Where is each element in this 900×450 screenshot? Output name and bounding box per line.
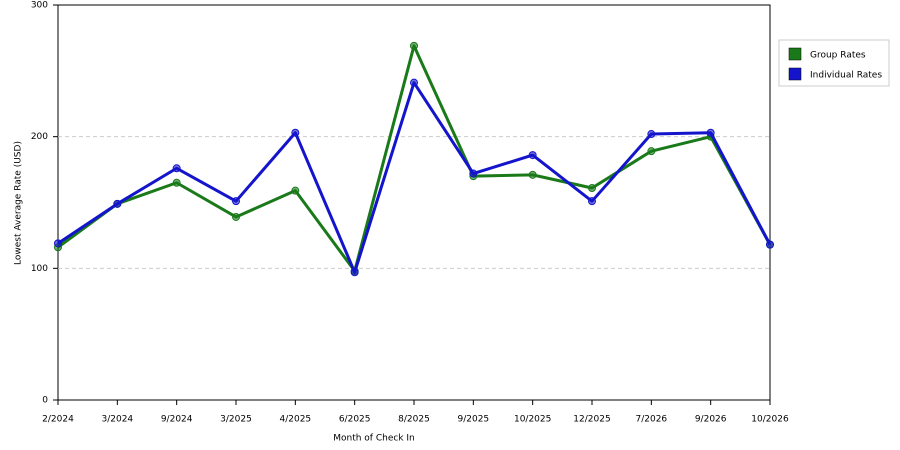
data-point xyxy=(172,178,181,187)
data-point xyxy=(410,78,418,87)
plot-area xyxy=(57,4,771,401)
legend-label: Individual Rates xyxy=(810,71,882,81)
y-tick-label: 100 xyxy=(31,264,48,274)
x-tick-label: 6/2025 xyxy=(339,415,371,425)
data-point xyxy=(647,130,656,139)
legend-swatch xyxy=(788,67,802,81)
x-tick-label: 10/2025 xyxy=(514,415,551,425)
x-tick-label: 2/2024 xyxy=(42,415,74,425)
data-point xyxy=(706,128,715,137)
data-point xyxy=(528,170,537,179)
y-tick-label: 300 xyxy=(31,1,48,11)
data-point xyxy=(647,147,656,156)
data-point xyxy=(232,197,240,206)
x-tick-label: 4/2025 xyxy=(279,415,311,425)
data-point xyxy=(291,128,300,137)
y-tick-label: 200 xyxy=(31,132,48,142)
data-point xyxy=(588,197,596,206)
data-point xyxy=(410,41,418,50)
x-tick-label: 9/2026 xyxy=(695,415,727,425)
x-tick-label: 7/2026 xyxy=(635,415,667,425)
data-point xyxy=(350,268,359,277)
x-tick-label: 8/2025 xyxy=(398,415,430,425)
data-point xyxy=(291,186,300,195)
y-tick-label: 0 xyxy=(42,396,48,406)
data-point xyxy=(469,169,478,178)
x-tick-label: 9/2025 xyxy=(457,415,489,425)
data-point xyxy=(113,199,122,208)
data-point xyxy=(766,240,774,249)
legend-swatch xyxy=(788,47,802,61)
legend-label: Group Rates xyxy=(810,51,866,61)
x-tick-label: 3/2025 xyxy=(220,415,252,425)
data-point xyxy=(528,151,537,160)
data-point xyxy=(232,212,240,221)
x-axis-label: Month of Check In xyxy=(333,434,415,444)
x-tick-label: 9/2024 xyxy=(161,415,193,425)
data-point xyxy=(172,164,181,173)
x-tick-label: 12/2025 xyxy=(573,415,610,425)
x-tick-label: 3/2024 xyxy=(101,415,133,425)
y-axis-label: Lowest Average Rate (USD) xyxy=(14,141,24,265)
data-point xyxy=(54,239,62,248)
x-tick-label: 10/2026 xyxy=(751,415,789,425)
data-point xyxy=(588,184,596,193)
